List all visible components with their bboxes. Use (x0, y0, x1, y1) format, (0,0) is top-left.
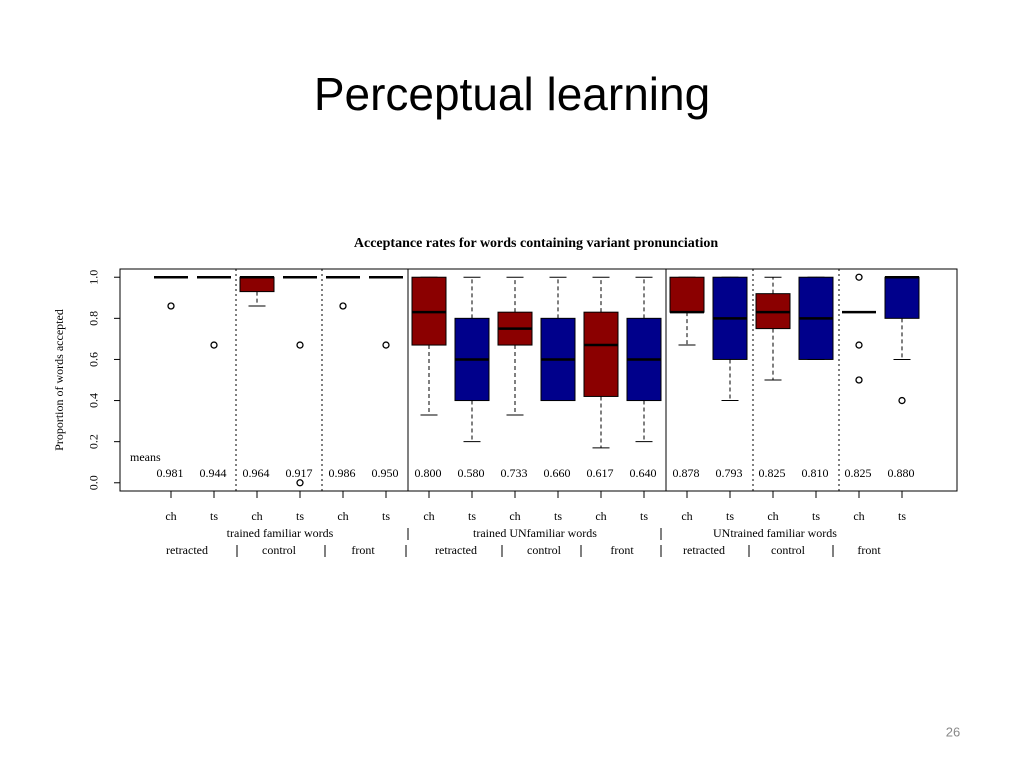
mean-label: 0.800 (415, 466, 442, 480)
mean-label: 0.878 (673, 466, 700, 480)
x-tick-label: ch (681, 509, 692, 523)
x-tick-label: ts (296, 509, 304, 523)
condition-label: retracted (435, 543, 477, 557)
mean-label: 0.733 (501, 466, 528, 480)
y-tick-label: 0.8 (87, 311, 101, 326)
mean-label: 0.950 (372, 466, 399, 480)
x-tick-label: ts (726, 509, 734, 523)
mean-label: 0.981 (157, 466, 184, 480)
mean-label: 0.825 (845, 466, 872, 480)
group-label: trained UNfamiliar words (473, 526, 597, 540)
box (884, 276, 920, 319)
y-tick-label: 0.2 (87, 434, 101, 449)
x-tick-label: ts (898, 509, 906, 523)
y-tick-label: 0.4 (87, 393, 101, 408)
means-label: means (130, 450, 161, 464)
outlier (210, 341, 218, 349)
x-tick-label: ch (337, 509, 348, 523)
condition-label: control (527, 543, 562, 557)
outlier (167, 302, 175, 310)
mean-label: 0.825 (759, 466, 786, 480)
separators (235, 269, 840, 491)
x-tick-label: ts (382, 509, 390, 523)
x-tick-label: ch (767, 509, 778, 523)
mean-label: 0.944 (200, 466, 227, 480)
mean-label: 0.917 (286, 466, 313, 480)
x-tick-label: ts (210, 509, 218, 523)
outlier (296, 479, 304, 487)
group-label: trained familiar words (227, 526, 334, 540)
plot-frame (119, 268, 958, 492)
condition-label: front (857, 543, 881, 557)
x-tick-label: ch (165, 509, 176, 523)
outlier (855, 376, 863, 384)
mean-label: 0.880 (888, 466, 915, 480)
condition-label: retracted (166, 543, 208, 557)
mean-label: 0.617 (587, 466, 614, 480)
condition-label: front (351, 543, 375, 557)
x-tick-label: ch (423, 509, 434, 523)
x-tick-label: ch (853, 509, 864, 523)
x-tick-label: ts (554, 509, 562, 523)
slide-title: Perceptual learning (314, 68, 710, 120)
x-tick-label: ch (251, 509, 262, 523)
mean-label: 0.964 (243, 466, 270, 480)
box (239, 276, 275, 293)
y-axis-label: Proportion of words accepted (52, 309, 66, 451)
y-tick-label: 1.0 (87, 270, 101, 285)
outlier (296, 341, 304, 349)
mean-label: 0.793 (716, 466, 743, 480)
x-tick-label: ts (468, 509, 476, 523)
x-tick-label: ts (812, 509, 820, 523)
mean-label: 0.640 (630, 466, 657, 480)
y-tick-label: 0.0 (87, 475, 101, 490)
page-number: 26 (946, 724, 960, 739)
outlier (855, 341, 863, 349)
outlier (339, 302, 347, 310)
y-tick-label: 0.6 (87, 352, 101, 367)
condition-label: front (610, 543, 634, 557)
x-tick-label: ch (509, 509, 520, 523)
condition-label: retracted (683, 543, 725, 557)
mean-label: 0.580 (458, 466, 485, 480)
outlier (898, 396, 906, 405)
condition-label: control (262, 543, 297, 557)
mean-label: 0.660 (544, 466, 571, 480)
chart-title: Acceptance rates for words containing va… (354, 236, 718, 251)
mean-label: 0.810 (802, 466, 829, 480)
group-label: UNtrained familiar words (713, 526, 837, 540)
outlier (855, 273, 863, 281)
outlier (382, 341, 390, 349)
condition-label: control (771, 543, 806, 557)
box (583, 311, 619, 397)
mean-label: 0.986 (329, 466, 356, 480)
box (669, 276, 705, 313)
x-tick-label: ch (595, 509, 606, 523)
group-separators (236, 269, 834, 557)
x-tick-label: ts (640, 509, 648, 523)
